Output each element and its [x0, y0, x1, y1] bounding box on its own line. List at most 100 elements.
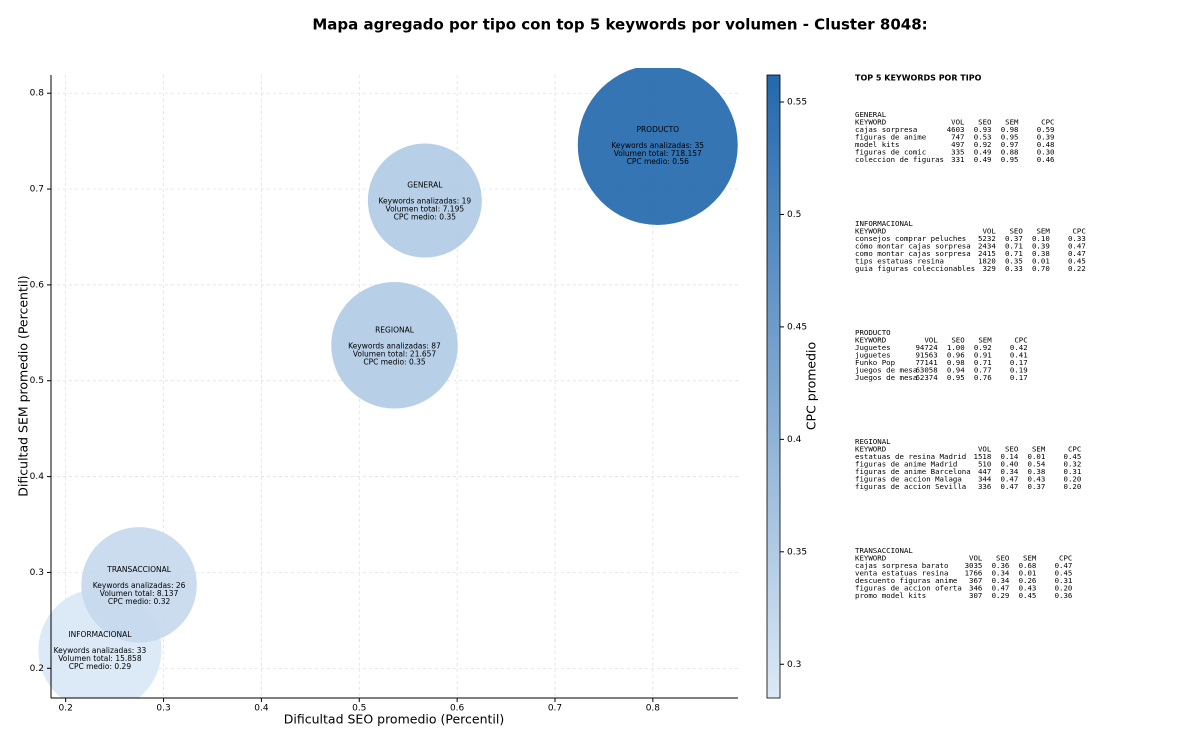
table-cell: 0.32	[1064, 460, 1082, 469]
table-cell: Juguetes	[855, 343, 891, 352]
table-cell: guia figuras coleccionables	[855, 264, 975, 273]
table-header: VOL	[924, 336, 938, 345]
table-cell: 0.48	[1037, 140, 1055, 149]
table-cell: figuras de anime	[855, 133, 927, 142]
table-cell: descuento figuras anime	[855, 576, 958, 585]
table-group-name: REGIONAL	[855, 437, 891, 446]
bubble-label: CPC medio: 0.35	[394, 213, 457, 222]
table-cell: 0.47	[1055, 561, 1073, 570]
table-cell: 497	[951, 140, 964, 149]
table-header: KEYWORD	[855, 554, 886, 563]
table-cell: coleccion de figuras	[855, 155, 944, 164]
table-header: SEM	[978, 336, 992, 345]
table-cell: 0.54	[1028, 460, 1046, 469]
table-cell: 336	[978, 482, 991, 491]
x-tick-label: 0.2	[59, 704, 73, 714]
table-cell: 4603	[947, 125, 965, 134]
table-cell: 0.33	[1068, 234, 1086, 243]
bubble-label: CPC medio: 0.35	[363, 357, 426, 366]
table-cell: cajas sorpresa	[855, 125, 917, 134]
table-cell: 0.97	[1001, 140, 1019, 149]
table-header: VOL	[951, 118, 965, 127]
table-cell: 331	[951, 155, 964, 164]
x-tick-label: 0.6	[450, 704, 465, 714]
table-cell: 0.47	[992, 584, 1010, 593]
table-cell: 63058	[915, 366, 937, 375]
colorbar-tick-label: 0.45	[787, 322, 807, 332]
table-cell: 0.46	[1037, 155, 1055, 164]
table-group-name: INFORMACIONAL	[855, 219, 913, 228]
table-cell: 0.01	[1032, 257, 1050, 266]
table-cell: 367	[969, 576, 982, 585]
y-tick-label: 0.4	[30, 472, 45, 482]
table-cell: figuras de accion Malaga	[855, 475, 962, 484]
table-cell: 0.20	[1064, 475, 1082, 484]
table-cell: venta estatuas resina	[855, 569, 948, 578]
table-cell: 307	[969, 591, 982, 600]
table-cell: 0.29	[992, 591, 1010, 600]
table-cell: 0.93	[974, 125, 992, 134]
y-tick-label: 0.6	[30, 280, 45, 290]
table-header: CPC	[1059, 554, 1072, 563]
table-cell: model kits	[855, 140, 900, 149]
bubble-label: Volumen total: 21.657	[353, 349, 437, 358]
table-cell: 0.98	[947, 358, 965, 367]
table-header: SEM	[1032, 445, 1046, 454]
table-cell: 0.59	[1037, 125, 1055, 134]
table-cell: juguetes	[855, 351, 891, 360]
table-header: SEM	[1005, 118, 1019, 127]
table-header: CPC	[1014, 336, 1027, 345]
table-cell: 0.22	[1068, 264, 1086, 273]
table-cell: 0.43	[1019, 584, 1037, 593]
table-cell: 0.49	[974, 148, 992, 157]
table-cell: 0.70	[1032, 264, 1050, 273]
x-tick-label: 0.5	[352, 704, 366, 714]
table-cell: 0.91	[974, 351, 992, 360]
table-header: KEYWORD	[855, 336, 886, 345]
table-header: SEM	[1023, 554, 1037, 563]
bubble-label: Volumen total: 7.195	[386, 205, 465, 214]
table-header: SEM	[1036, 227, 1050, 236]
bubble	[81, 527, 197, 643]
table-cell: 0.17	[1010, 373, 1028, 382]
table-cell: 0.47	[1001, 475, 1019, 484]
table-cell: figuras de accion oferta	[855, 584, 962, 593]
table-cell: 62374	[915, 373, 938, 382]
table-cell: 0.45	[1064, 452, 1082, 461]
table-cell: 0.96	[947, 351, 965, 360]
table-cell: 0.47	[1001, 482, 1019, 491]
table-cell: 0.47	[1068, 249, 1086, 258]
table-cell: 0.20	[1055, 584, 1073, 593]
table-cell: tips estatuas resina	[855, 257, 944, 266]
table-cell: 329	[982, 264, 995, 273]
bubble-name: PRODUCTO	[636, 125, 679, 134]
table-cell: 0.26	[1019, 576, 1037, 585]
table-cell: 0.14	[1001, 452, 1019, 461]
table-group-name: GENERAL	[855, 110, 887, 119]
table-cell: 2434	[978, 242, 996, 251]
table-cell: 346	[969, 584, 982, 593]
table-group-name: TRANSACCIONAL	[855, 546, 913, 555]
table-cell: 510	[978, 460, 991, 469]
table-cell: cómo montar cajas sorpresa	[855, 242, 971, 251]
table-cell: 2415	[978, 249, 996, 258]
colorbar-tick-label: 0.4	[787, 435, 802, 445]
table-cell: 0.68	[1019, 561, 1037, 570]
table-cell: 0.38	[1028, 467, 1046, 476]
y-tick-label: 0.8	[30, 89, 45, 99]
table-cell: juegos de mesa	[855, 366, 917, 375]
bubble-label: CPC medio: 0.56	[627, 157, 690, 166]
colorbar-tick-label: 0.55	[787, 97, 807, 107]
bubble-label: Volumen total: 718.157	[614, 149, 702, 158]
bubble-name: REGIONAL	[375, 325, 415, 334]
colorbar-tick-label: 0.5	[787, 210, 801, 220]
table-cell: 0.42	[1010, 343, 1028, 352]
table-cell: 335	[951, 148, 964, 157]
table-cell: figuras de anime Madrid	[855, 460, 957, 469]
table-cell: 0.20	[1064, 482, 1082, 491]
table-cell: 77141	[915, 358, 937, 367]
bubble-label: CPC medio: 0.32	[108, 597, 171, 606]
y-tick-label: 0.2	[30, 664, 44, 674]
table-cell: 0.35	[1005, 257, 1023, 266]
table-cell: 0.36	[1055, 591, 1073, 600]
